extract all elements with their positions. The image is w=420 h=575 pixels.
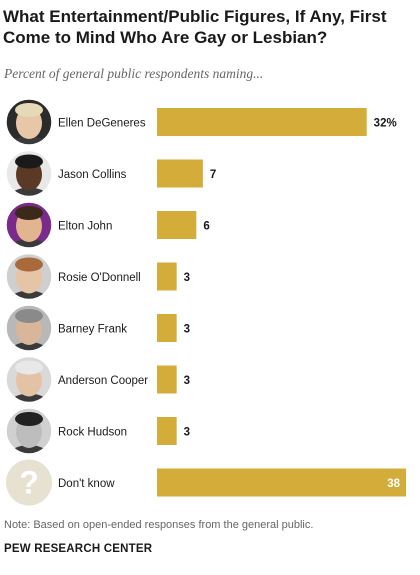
bar-chart: Ellen DeGeneres 32% Jason Collins 7 Elton Jo…: [5, 98, 406, 506]
portrait-photo: [5, 355, 53, 404]
category-label-rock-hudson: Rock Hudson: [58, 427, 127, 439]
category-label-don-t-know: Don't know: [58, 478, 115, 490]
chart-subtitle: Percent of general public respondents na…: [4, 66, 264, 81]
bar-anderson-cooper: [157, 365, 177, 394]
bar-jason-collins: [157, 159, 203, 188]
value-label-barney-frank: 3: [184, 324, 190, 336]
chart-note: Note: Based on open-ended responses from…: [4, 519, 314, 531]
bar-row: Ellen DeGeneres 32%: [5, 98, 397, 146]
chart-title: What Entertainment/Public Figures, If An…: [3, 7, 387, 47]
bar-don-t-know: [157, 468, 406, 497]
bar-row: Anderson Cooper 3: [5, 355, 190, 404]
category-label-rosie-o-donnell: Rosie O'Donnell: [58, 272, 141, 284]
value-label-rosie-o-donnell: 3: [184, 272, 190, 284]
category-label-ellen-degeneres: Ellen DeGeneres: [58, 118, 146, 130]
question-mark-glyph: ?: [19, 465, 39, 501]
bar-elton-john: [157, 211, 197, 239]
bar-ellen-degeneres: [157, 108, 367, 136]
category-label-barney-frank: Barney Frank: [58, 324, 127, 336]
question-mark-icon: [6, 459, 52, 506]
category-label-elton-john: Elton John: [58, 221, 112, 233]
value-label-anderson-cooper: 3: [184, 375, 190, 387]
source-credit: PEW RESEARCH CENTER: [4, 543, 153, 555]
bar-rock-hudson: [157, 417, 177, 445]
category-label-anderson-cooper: Anderson Cooper: [58, 375, 148, 387]
bar-row: ? Don't know 38: [6, 459, 406, 506]
bar-barney-frank: [157, 314, 177, 342]
value-label-ellen-degeneres: 32%: [374, 118, 397, 130]
category-label-jason-collins: Jason Collins: [58, 169, 127, 181]
value-label-jason-collins: 7: [210, 169, 216, 181]
value-label-don-t-know: 38: [387, 478, 400, 490]
value-label-rock-hudson: 3: [184, 427, 190, 439]
value-label-elton-john: 6: [203, 221, 209, 233]
bar-rosie-o-donnell: [157, 262, 177, 291]
